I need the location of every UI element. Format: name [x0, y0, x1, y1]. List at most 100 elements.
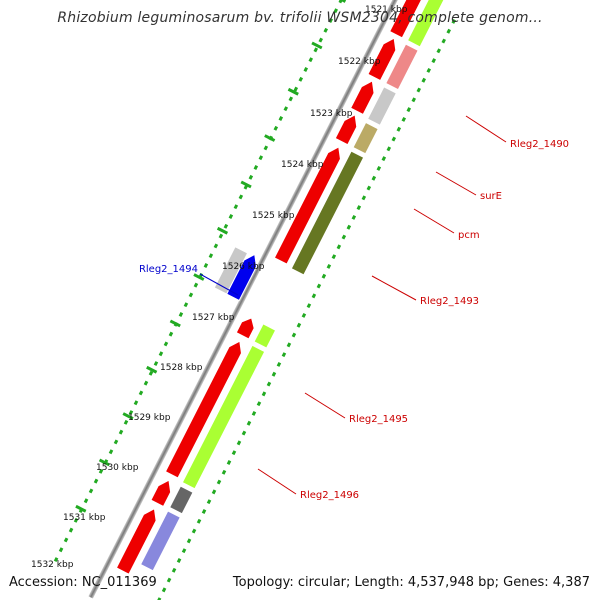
label-leader-line — [465, 115, 507, 143]
outer-ruler-dot — [166, 577, 172, 583]
ruler-dot — [53, 557, 59, 563]
label-leader-line — [304, 392, 346, 419]
outer-ruler-dot — [416, 87, 422, 93]
outer-ruler-dot — [181, 548, 187, 554]
cds-forward-arrow — [273, 146, 341, 265]
outer-ruler-dot — [311, 293, 317, 299]
ruler-dot — [68, 527, 74, 533]
outer-ruler-dot — [301, 312, 307, 318]
ruler-dot — [113, 439, 119, 445]
outer-ruler-dot — [281, 352, 287, 358]
feature-track — [115, 0, 448, 575]
ruler-dot — [188, 292, 194, 298]
outer-ruler-dot — [296, 322, 302, 328]
ruler-dot — [183, 302, 189, 308]
ruler-dot — [118, 429, 124, 435]
ruler-track — [53, 0, 343, 563]
gene-label[interactable]: Rleg2_1494 — [139, 264, 198, 275]
ruler-tick — [334, 0, 347, 3]
ruler-dot — [168, 331, 174, 337]
gene-label[interactable]: Rleg2_1495 — [349, 414, 408, 425]
page-title: Rhizobium leguminosarum bv. trifolii WSM… — [57, 10, 543, 26]
cds-forward-arrow — [115, 507, 157, 575]
cog-feature — [168, 485, 194, 515]
outer-ruler-dot — [216, 479, 222, 485]
outer-ruler-dot — [361, 195, 367, 201]
ruler-tick-label: 1530 kbp — [96, 463, 139, 473]
accession-text: Accession: NC_011369 — [9, 575, 157, 590]
outer-ruler-dot — [421, 77, 427, 83]
outer-ruler-dot — [206, 499, 212, 505]
outer-ruler-dot — [451, 18, 456, 24]
ruler-dot — [153, 361, 159, 366]
outer-ruler-dot — [371, 175, 377, 181]
ruler-dot — [293, 86, 299, 92]
ruler-tick-label: 1525 kbp — [252, 211, 295, 221]
outer-ruler-dot — [431, 58, 436, 64]
ruler-tick-label: 1526 kbp — [222, 262, 265, 272]
ruler-dot — [133, 400, 139, 406]
ruler-dot — [233, 204, 239, 210]
outer-ruler-dot — [241, 430, 247, 436]
ruler-dot — [253, 165, 259, 170]
ruler-dot — [178, 312, 184, 317]
outer-ruler-dot — [436, 48, 441, 54]
label-leader-line — [435, 171, 477, 196]
outer-ruler-dot — [321, 273, 327, 279]
cds-forward-arrow — [150, 479, 172, 508]
outer-ruler-dot — [316, 283, 322, 289]
outer-ruler-dot — [221, 469, 227, 475]
outer-ruler-dot — [191, 528, 197, 534]
outer-ruler-dot — [406, 107, 412, 113]
cog-feature — [253, 323, 277, 349]
outer-ruler-dot — [201, 509, 207, 514]
ruler-tick — [311, 41, 323, 50]
outer-ruler-dot — [261, 391, 267, 397]
gene-label[interactable]: surE — [480, 191, 502, 202]
ruler-tick-marks — [75, 0, 347, 513]
gene-label[interactable]: Rleg2_1493 — [420, 296, 479, 307]
ruler-dot — [98, 468, 104, 474]
outer-ruler-dot — [171, 567, 177, 573]
cog-feature — [139, 510, 181, 572]
outer-ruler-dot — [336, 244, 342, 250]
outer-ruler-dot — [236, 440, 242, 446]
outer-ruler-dot — [386, 146, 392, 152]
ruler-tick — [264, 134, 276, 142]
gene-label[interactable]: Rleg2_1490 — [510, 139, 569, 150]
outer-ruler-dot — [381, 156, 387, 162]
cds-reverse-arrow — [226, 253, 257, 302]
ruler-tick-labels: 1521 kbp 1522 kbp 1523 kbp 1524 kbp 1525 kbp… — [31, 5, 408, 570]
ruler-dot — [83, 498, 89, 504]
cog-feature — [406, 0, 448, 48]
ruler-tick — [216, 226, 229, 235]
outer-ruler-dot — [161, 587, 167, 593]
gene-label[interactable]: pcm — [458, 230, 480, 241]
outer-ruler-dot — [351, 214, 357, 220]
label-leader-line — [371, 275, 417, 301]
outer-ruler-dot — [246, 420, 252, 426]
outer-ruler-dot — [226, 460, 232, 465]
ruler-dot — [313, 47, 319, 53]
ruler-dot — [238, 194, 244, 200]
outer-ruler-dot — [196, 518, 202, 524]
ruler-tick-label: 1523 kbp — [310, 109, 353, 119]
backbone-line — [88, 0, 411, 599]
ruler-dot — [263, 145, 269, 151]
ruler-dot — [248, 174, 254, 180]
outer-ruler-dot — [231, 450, 237, 456]
label-leader-line — [257, 468, 297, 495]
cog-feature — [385, 43, 419, 91]
ruler-dot — [93, 478, 99, 484]
gene-label[interactable]: Rleg2_1496 — [300, 490, 359, 501]
cog-feature — [290, 150, 365, 276]
outer-ruler-dot — [256, 401, 262, 407]
outer-ruler-dot — [441, 38, 446, 44]
ruler-dot — [163, 341, 169, 347]
ruler-dot — [283, 106, 289, 112]
ruler-tick — [75, 504, 87, 513]
ruler-dot — [148, 370, 154, 376]
cds-forward-arrow — [235, 317, 255, 340]
outer-ruler-dot — [446, 28, 451, 34]
